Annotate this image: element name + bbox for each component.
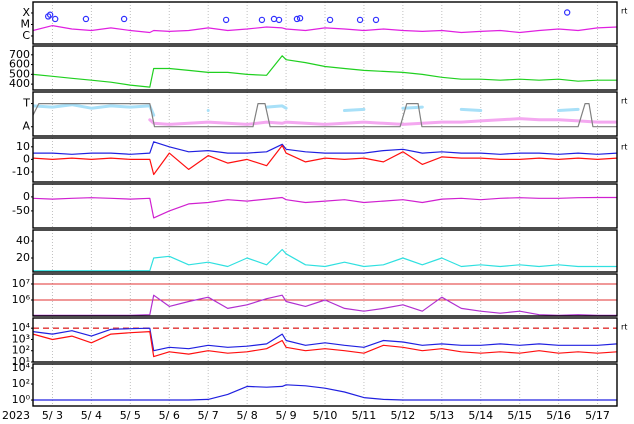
- y-tick-label: X: [22, 6, 30, 19]
- series-line: [33, 331, 617, 358]
- flare-marker: [46, 11, 54, 18]
- panel-frame: [32, 363, 618, 407]
- x-tick-label: 5/12: [391, 409, 416, 422]
- flare-marker: [120, 15, 128, 23]
- y-tick-label: 0: [23, 190, 30, 203]
- x-axis-year: 2023: [2, 409, 30, 422]
- x-tick-label: 5/17: [585, 409, 610, 422]
- panel-frame: [32, 1, 618, 45]
- x-tick-label: 5/16: [546, 409, 571, 422]
- y-tick-label: 10³: [12, 332, 30, 345]
- y-tick-label: 400: [9, 77, 30, 90]
- flare-marker: [275, 16, 283, 24]
- y-tick-label: 700: [9, 48, 30, 61]
- series-line: [33, 103, 580, 117]
- x-tick-label: 5/ 7: [198, 409, 219, 422]
- series-line: [33, 144, 617, 176]
- panel: [33, 138, 617, 182]
- panel: [33, 92, 617, 136]
- panel-frame: [32, 273, 618, 317]
- x-tick-label: 5/ 9: [275, 409, 296, 422]
- y-tick-label: 10⁴: [12, 321, 31, 334]
- flare-marker: [372, 16, 380, 24]
- y-tick-label: 10¹: [12, 355, 30, 368]
- panel: [33, 2, 617, 44]
- panel-frame: [32, 229, 618, 273]
- y-tick-label: 600: [9, 58, 30, 71]
- flare-marker: [258, 16, 266, 24]
- y-tick-label: 20: [16, 251, 30, 264]
- flare-marker: [293, 15, 301, 23]
- panel: [33, 46, 617, 90]
- y-tick-label: 10⁰: [12, 393, 31, 406]
- series-line: [33, 248, 617, 272]
- panel: [33, 274, 617, 316]
- panel: [33, 230, 617, 272]
- x-tick-label: 5/ 3: [42, 409, 63, 422]
- y-tick-label: M: [21, 17, 31, 30]
- right-label: rt: [621, 143, 627, 152]
- flare-marker: [356, 16, 364, 24]
- right-label: rt: [621, 7, 627, 16]
- y-tick-label: A: [22, 120, 30, 133]
- flare-marker: [326, 16, 334, 24]
- series-line: [33, 196, 617, 219]
- flare-marker: [563, 9, 571, 16]
- series-line: [33, 141, 617, 155]
- x-tick-label: 5/11: [352, 409, 377, 422]
- x-tick-label: 5/13: [429, 409, 454, 422]
- x-tick-label: 5/ 4: [81, 409, 102, 422]
- flare-marker: [222, 16, 230, 24]
- y-tick-label: 10²: [12, 344, 30, 357]
- x-tick-label: 5/ 6: [159, 409, 180, 422]
- series-line: [33, 384, 617, 401]
- y-tick-label: 40: [16, 234, 30, 247]
- right-label: rt: [621, 323, 627, 332]
- flare-marker: [270, 15, 278, 23]
- flare-marker: [296, 15, 304, 22]
- panel-frame: [32, 137, 618, 183]
- y-tick-label: -50: [12, 204, 30, 217]
- y-tick-label: 10⁶: [12, 293, 31, 306]
- y-tick-label: 0: [23, 152, 30, 165]
- series-line: [33, 55, 617, 88]
- flare-marker: [51, 15, 59, 23]
- x-tick-label: 5/10: [313, 409, 338, 422]
- panel: [33, 364, 617, 406]
- flare-marker: [82, 15, 90, 23]
- series-line: [33, 294, 617, 316]
- panel: [33, 184, 617, 228]
- series-line: [33, 103, 617, 128]
- right-label: rt: [621, 97, 627, 106]
- y-tick-label: -10: [12, 165, 30, 178]
- panel-frame: [32, 183, 618, 229]
- y-tick-label: 500: [9, 67, 30, 80]
- y-tick-label: C: [22, 29, 30, 42]
- x-tick-label: 5/14: [468, 409, 493, 422]
- x-tick-label: 5/ 5: [120, 409, 141, 422]
- y-tick-label: 10²: [12, 377, 30, 390]
- panel-frame: [32, 317, 618, 363]
- series-line: [33, 25, 617, 34]
- panel-frame: [32, 45, 618, 91]
- y-tick-label: 10⁷: [12, 277, 30, 290]
- x-tick-label: 5/15: [507, 409, 532, 422]
- y-tick-label: 10⁴: [12, 361, 31, 374]
- panel: [33, 318, 617, 362]
- panel-frame: [32, 91, 618, 137]
- x-tick-label: 5/ 8: [237, 409, 258, 422]
- y-tick-label: 10: [16, 140, 30, 153]
- y-tick-label: T: [22, 97, 30, 110]
- series-line: [148, 117, 617, 126]
- series-line: [33, 327, 617, 352]
